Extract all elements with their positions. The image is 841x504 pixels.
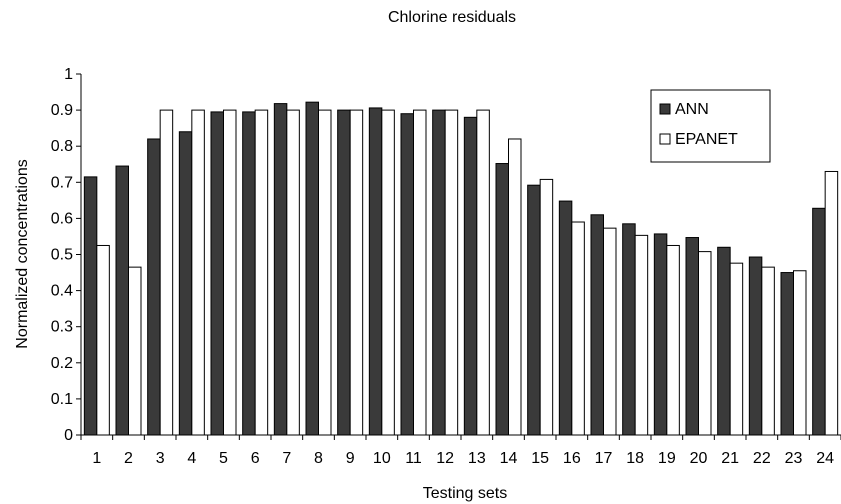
x-tick-label: 5 — [219, 450, 228, 467]
y-tick-label: 0.2 — [51, 355, 73, 372]
x-tick-label: 4 — [187, 450, 196, 467]
legend-swatch-epanet — [659, 133, 671, 145]
bar-epanet-18 — [634, 234, 649, 436]
bar-ann-19 — [653, 233, 668, 436]
x-tick-label: 22 — [753, 450, 771, 467]
x-tick-label: 16 — [563, 450, 581, 467]
x-tick-label: 17 — [595, 450, 613, 467]
x-tick-label: 8 — [314, 450, 323, 467]
bar-ann-14 — [495, 163, 509, 436]
x-tick-label: 3 — [156, 450, 165, 467]
bar-ann-17 — [590, 214, 604, 436]
x-tick-label: 7 — [282, 450, 291, 467]
legend-label-epanet: EPANET — [675, 131, 738, 148]
bar-ann-13 — [463, 116, 478, 436]
bar-epanet-8 — [318, 109, 332, 436]
bar-epanet-10 — [381, 109, 395, 436]
x-tick-label: 10 — [373, 450, 391, 467]
bar-epanet-19 — [666, 244, 680, 436]
bar-epanet-3 — [159, 109, 174, 436]
bar-ann-10 — [368, 107, 383, 436]
bar-ann-6 — [242, 111, 256, 436]
x-tick-label: 11 — [405, 450, 422, 467]
x-tick-label: 15 — [531, 450, 549, 467]
bar-ann-2 — [115, 165, 129, 436]
bar-epanet-9 — [349, 109, 364, 436]
y-tick-label: 0.9 — [51, 102, 73, 119]
x-axis-label: Testing sets — [423, 485, 507, 502]
x-tick-label: 13 — [468, 450, 486, 467]
y-tick-label: 0.6 — [51, 210, 73, 227]
x-tick-label: 6 — [251, 450, 260, 467]
y-tick-label: 0.7 — [51, 174, 73, 191]
bar-ann-22 — [748, 256, 763, 436]
bar-epanet-7 — [286, 109, 300, 436]
x-tick-label: 1 — [92, 450, 101, 467]
bar-epanet-20 — [698, 251, 712, 436]
bar-epanet-2 — [128, 266, 142, 436]
bar-ann-1 — [83, 176, 98, 436]
bar-ann-3 — [147, 138, 161, 436]
bar-epanet-16 — [571, 221, 585, 436]
y-tick-label: 0.1 — [51, 391, 73, 408]
y-axis-label: Normalized concentrations — [14, 159, 31, 348]
bar-ann-23 — [780, 272, 794, 436]
bar-epanet-1 — [96, 244, 110, 436]
chart-title: Chlorine residuals — [388, 9, 516, 26]
bar-epanet-4 — [191, 109, 205, 436]
x-tick-label: 12 — [436, 450, 454, 467]
legend-label-ann: ANN — [675, 101, 709, 118]
y-tick-label: 1 — [64, 66, 73, 83]
bar-ann-12 — [432, 109, 446, 436]
y-tick-label: 0.8 — [51, 138, 73, 155]
bar-epanet-13 — [476, 109, 490, 436]
x-tick-label: 24 — [816, 450, 834, 467]
bar-epanet-17 — [603, 227, 617, 436]
legend: ANN EPANET — [650, 89, 771, 163]
bar-epanet-15 — [539, 178, 554, 436]
bar-epanet-6 — [254, 109, 269, 436]
bar-ann-16 — [558, 200, 573, 436]
plot-area: 00.10.20.30.40.50.60.70.80.911 2 3 4 5 6 7 8 9 10… — [51, 66, 841, 467]
legend-swatch-ann — [659, 103, 671, 115]
y-tick-label: 0.3 — [51, 319, 73, 336]
bar-epanet-14 — [508, 138, 522, 436]
bar-ann-15 — [527, 184, 541, 436]
x-tick-label: 18 — [626, 450, 644, 467]
x-tick-label: 19 — [658, 450, 676, 467]
y-tick-label: 0.4 — [51, 283, 73, 300]
bar-epanet-23 — [793, 270, 807, 436]
bar-ann-8 — [305, 101, 319, 436]
bar-ann-11 — [400, 113, 414, 436]
bar-ann-4 — [178, 131, 193, 436]
bar-epanet-11 — [413, 109, 427, 436]
bar-epanet-22 — [761, 266, 775, 436]
x-tick-label: 20 — [690, 450, 708, 467]
bar-ann-21 — [717, 246, 731, 436]
bar-epanet-5 — [223, 109, 237, 436]
y-tick-label: 0.5 — [51, 247, 73, 264]
x-tick-label: 21 — [721, 450, 739, 467]
x-tick-label: 23 — [785, 450, 803, 467]
legend-box — [650, 89, 771, 163]
x-tick-label: 14 — [500, 450, 518, 467]
bar-epanet-24 — [824, 170, 839, 436]
x-tick-label: 9 — [346, 450, 355, 467]
y-tick-label: 0 — [64, 427, 73, 444]
x-tick-label: 2 — [124, 450, 133, 467]
bar-ann-9 — [337, 109, 351, 436]
bar-epanet-21 — [729, 262, 744, 436]
bar-ann-20 — [685, 237, 699, 436]
bar-ann-18 — [622, 223, 636, 436]
bar-epanet-12 — [444, 109, 459, 436]
bar-ann-7 — [273, 103, 288, 436]
bar-ann-5 — [210, 111, 224, 436]
bar-ann-24 — [812, 207, 826, 436]
